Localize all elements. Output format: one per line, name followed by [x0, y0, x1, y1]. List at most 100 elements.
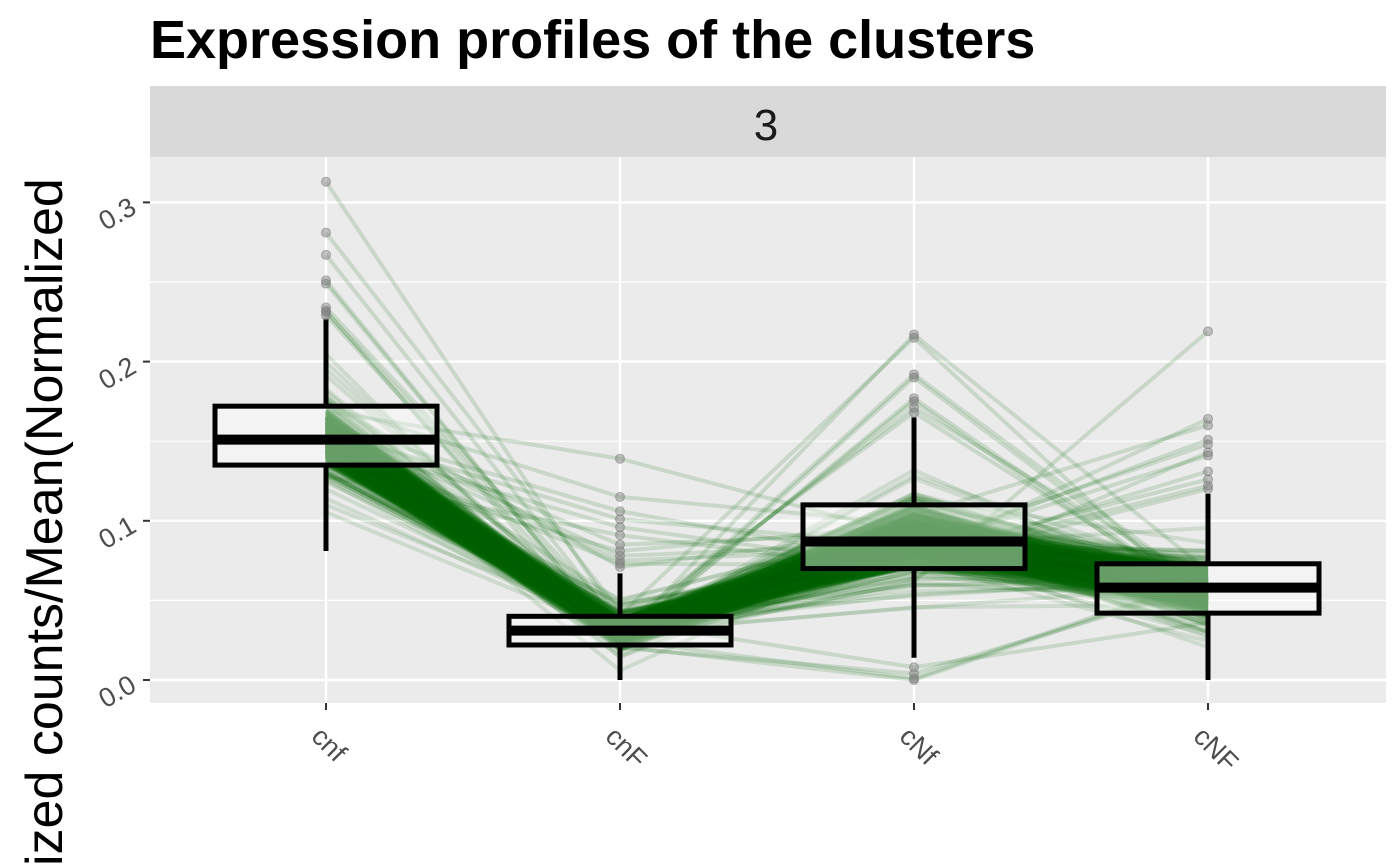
- profile-line: [324, 437, 1209, 631]
- profile-line: [325, 472, 1209, 639]
- profile-line: [324, 449, 1209, 642]
- profile-line: [324, 443, 1209, 629]
- profile-line: [324, 440, 1209, 628]
- profile-line: [324, 461, 1209, 640]
- profile-line: [324, 367, 1209, 633]
- profile-line: [324, 408, 1209, 644]
- profile-line: [324, 434, 1209, 631]
- profile-line: [324, 430, 1209, 644]
- profile-line: [324, 440, 1209, 635]
- profile-line: [324, 433, 1209, 636]
- profile-line: [324, 446, 1209, 635]
- profile-line: [324, 440, 1209, 623]
- profile-line: [324, 451, 1209, 627]
- profile-line: [325, 487, 1209, 632]
- profile-line: [324, 423, 1209, 625]
- outlier-point: [1203, 466, 1213, 477]
- profile-line: [325, 473, 1209, 632]
- profile-line: [324, 403, 1209, 648]
- profile-line: [324, 441, 1209, 636]
- profile-line: [324, 448, 1209, 638]
- profile-line: [324, 448, 1209, 636]
- y-axis-ticks: 0.0 0.1 0.2 0.3: [93, 192, 150, 714]
- profile-line: [324, 409, 1209, 643]
- outlier-profile-line: [324, 447, 1209, 631]
- profile-line: [324, 449, 1209, 635]
- profile-line: [324, 449, 1209, 650]
- profile-line: [324, 444, 1209, 632]
- profile-line: [324, 438, 1209, 634]
- profile-line: [324, 437, 1209, 615]
- profile-line: [324, 431, 1209, 641]
- profile-line: [324, 417, 1209, 632]
- profile-line: [324, 419, 1209, 633]
- profile-line: [325, 461, 1209, 623]
- profile-line: [324, 418, 1209, 638]
- profile-line: [324, 441, 1209, 638]
- profile-line: [324, 450, 1209, 642]
- profile-line: [325, 458, 1209, 627]
- profile-line: [324, 445, 1209, 636]
- profile-line: [324, 426, 1209, 633]
- profile-line: [324, 435, 1209, 634]
- outlier-point: [1203, 326, 1213, 337]
- profile-line: [325, 455, 1209, 628]
- profile-line: [324, 439, 1209, 637]
- profile-line: [324, 441, 1209, 625]
- profile-line: [325, 475, 1209, 620]
- profile-line: [324, 435, 1209, 630]
- profile-line: [324, 439, 1209, 627]
- profile-line: [324, 440, 1209, 624]
- profile-line: [324, 415, 1209, 631]
- profile-line: [324, 444, 1209, 632]
- profile-line: [324, 436, 1209, 641]
- profile-line: [324, 432, 1209, 630]
- profile-line: [324, 439, 1209, 647]
- profile-line: [324, 441, 1209, 636]
- outlier-profile-line: [324, 423, 1209, 676]
- outlier-point: [1203, 447, 1213, 458]
- profile-line: [324, 448, 1209, 636]
- profile-line: [324, 458, 1209, 646]
- profile-line: [324, 423, 1209, 644]
- profile-line: [324, 427, 1209, 623]
- profile-line: [325, 502, 1209, 626]
- profile-line: [324, 451, 1209, 631]
- profile-line: [324, 462, 1209, 637]
- profile-line: [324, 454, 1209, 629]
- profile-line: [325, 461, 1209, 628]
- profile-line: [324, 425, 1209, 640]
- profile-line: [324, 424, 1209, 638]
- profile-line: [324, 417, 1209, 641]
- profile-line: [324, 413, 1209, 639]
- profile-line: [324, 428, 1209, 618]
- profile-line: [324, 411, 1209, 622]
- profile-line: [324, 442, 1209, 641]
- profile-line: [324, 422, 1209, 633]
- profile-line: [324, 424, 1209, 635]
- profile-line: [324, 448, 1209, 624]
- profile-line: [324, 441, 1209, 628]
- profile-line: [325, 471, 1209, 631]
- profile-line: [325, 447, 1209, 608]
- profile-line: [324, 447, 1209, 638]
- profile-line: [324, 435, 1209, 630]
- profile-line: [324, 416, 1209, 627]
- profile-line: [324, 415, 1209, 639]
- profile-line: [325, 447, 1209, 621]
- profile-line: [324, 424, 1209, 637]
- profile-line: [324, 437, 1209, 637]
- profile-line: [324, 443, 1209, 633]
- profile-line: [324, 426, 1209, 625]
- profile-line: [324, 424, 1209, 642]
- outlier-profile-line: [324, 398, 1210, 640]
- profile-line: [324, 451, 1209, 635]
- profile-line: [324, 422, 1209, 634]
- profile-line: [324, 426, 1209, 631]
- profile-line: [324, 451, 1209, 633]
- profile-line: [324, 414, 1209, 630]
- profile-line: [324, 447, 1209, 637]
- profile-line: [324, 420, 1209, 634]
- profile-line: [324, 442, 1209, 624]
- outlier-point: [1203, 439, 1213, 450]
